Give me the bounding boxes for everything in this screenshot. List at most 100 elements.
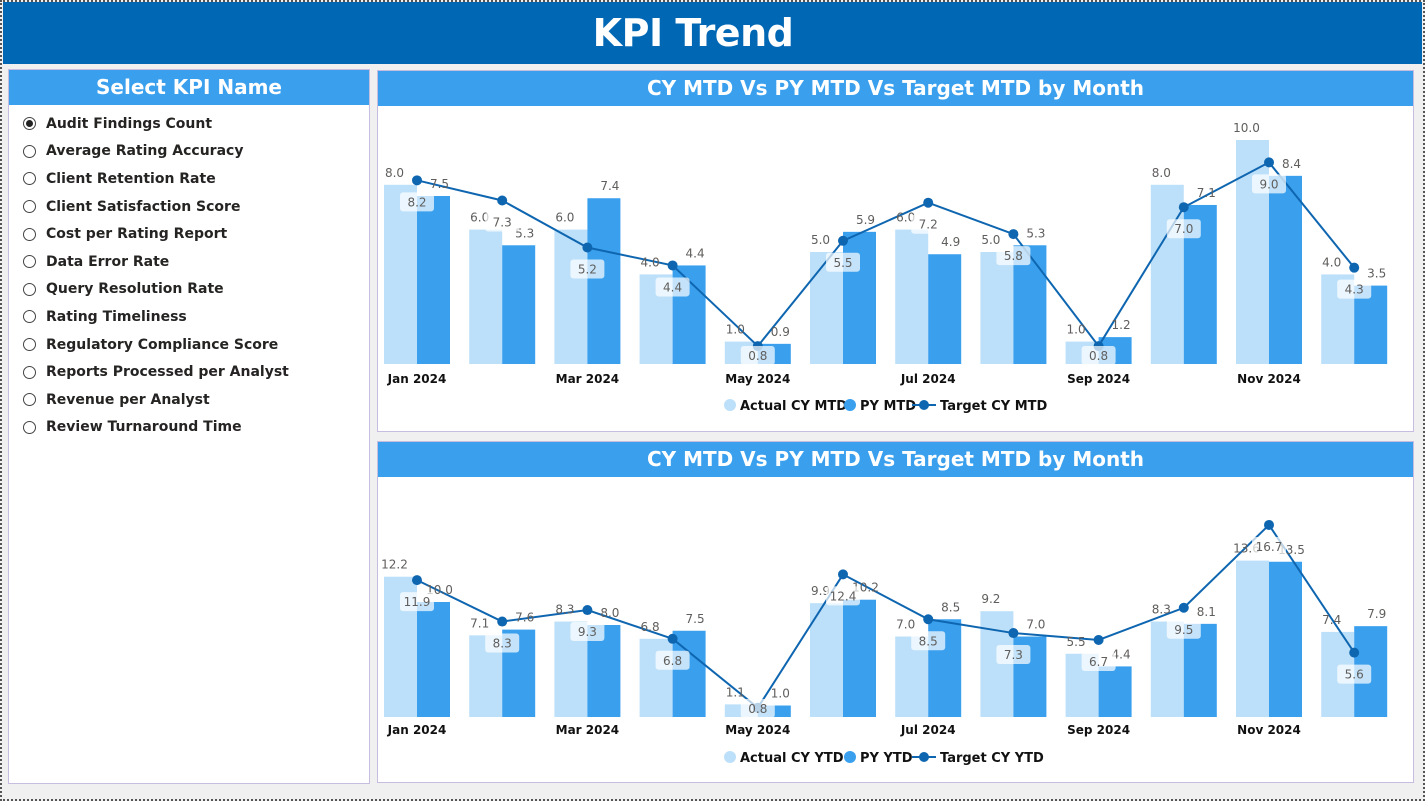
kpi-option[interactable]: Rating Timeliness	[23, 303, 289, 331]
target-point	[497, 616, 508, 627]
py-data-label: 3.5	[1367, 267, 1386, 281]
radio-button-icon[interactable]	[23, 172, 36, 186]
target-label-box	[1252, 174, 1286, 194]
kpi-option-label: Regulatory Compliance Score	[46, 336, 279, 353]
radio-button-icon[interactable]	[23, 255, 36, 269]
x-axis-tick-label: Jul 2024	[900, 723, 956, 737]
py-data-label: 8.0	[600, 606, 619, 620]
radio-button-icon[interactable]	[23, 282, 36, 296]
actual-bar	[1236, 140, 1269, 364]
py-data-label: 7.0	[1026, 618, 1045, 632]
actual-data-label: 1.0	[1067, 323, 1086, 337]
kpi-option[interactable]: Average Rating Accuracy	[23, 138, 289, 166]
target-data-label: 6.7	[1089, 655, 1108, 669]
target-data-label: 5.2	[578, 263, 597, 277]
target-label-box	[655, 277, 690, 297]
radio-button-icon[interactable]	[23, 227, 36, 241]
py-data-label: 8.4	[1282, 157, 1301, 171]
target-point	[923, 197, 934, 208]
kpi-option-label: Query Resolution Rate	[46, 281, 224, 298]
target-data-label: 7.2	[919, 218, 938, 232]
kpi-option[interactable]: Revenue per Analyst	[23, 386, 289, 414]
kpi-option[interactable]: Cost per Rating Report	[23, 220, 289, 248]
kpi-option[interactable]: Reports Processed per Analyst	[23, 358, 289, 386]
target-data-label: 5.8	[1004, 249, 1023, 263]
x-axis-tick-label: Mar 2024	[556, 723, 620, 737]
py-data-label: 7.5	[686, 612, 705, 626]
x-axis-tick-label: Jan 2024	[387, 723, 447, 737]
actual-bar	[895, 229, 929, 364]
target-data-label: 6.8	[663, 654, 682, 668]
target-label-box	[485, 212, 520, 232]
target-label-box	[996, 645, 1031, 665]
kpi-option[interactable]: Audit Findings Count	[23, 110, 289, 138]
target-label-box	[1166, 619, 1201, 639]
legend-actual-icon	[724, 751, 736, 763]
x-axis-tick-label: Jan 2024	[387, 372, 447, 386]
kpi-option[interactable]: Data Error Rate	[23, 248, 289, 276]
x-axis-tick-label: Sep 2024	[1067, 372, 1130, 386]
target-point	[1008, 628, 1019, 639]
actual-data-label: 5.5	[1067, 635, 1086, 649]
actual-data-label: 9.9	[811, 584, 830, 598]
actual-data-label: 8.0	[385, 166, 404, 180]
actual-data-label: 8.3	[1152, 603, 1171, 617]
kpi-option-label: Rating Timeliness	[46, 308, 187, 325]
py-bar	[843, 599, 876, 717]
target-label-box	[400, 592, 434, 612]
kpi-option-label: Client Satisfaction Score	[46, 198, 241, 215]
py-data-label: 7.6	[515, 611, 534, 625]
radio-button-icon[interactable]	[23, 393, 36, 407]
py-data-label: 8.5	[941, 600, 960, 614]
radio-button-icon[interactable]	[23, 310, 36, 324]
actual-data-label: 8.3	[555, 603, 574, 617]
actual-bar	[1150, 184, 1184, 364]
radio-button-icon[interactable]	[23, 420, 36, 434]
actual-data-label: 5.0	[811, 233, 830, 247]
target-label-box	[485, 633, 520, 653]
py-data-label: 1.2	[1112, 318, 1131, 332]
actual-data-label: 10.0	[1233, 121, 1260, 135]
actual-data-label: 4.0	[641, 255, 660, 269]
py-bar	[928, 254, 962, 364]
kpi-option[interactable]: Client Retention Rate	[23, 165, 289, 193]
py-bar	[1098, 666, 1132, 717]
target-label-box	[911, 631, 946, 651]
legend-actual-icon	[724, 399, 736, 411]
target-point	[1093, 634, 1104, 645]
kpi-option-label: Average Rating Accuracy	[46, 143, 244, 160]
target-line	[416, 161, 1355, 348]
target-line	[416, 523, 1356, 710]
target-point	[838, 235, 848, 246]
legend-target-label: Target CY YTD	[940, 751, 1044, 766]
target-label-box	[400, 192, 434, 212]
py-data-label: 4.9	[941, 235, 960, 249]
actual-data-label: 6.0	[555, 211, 574, 225]
legend-actual-label: Actual CY MTD	[740, 399, 847, 414]
kpi-option[interactable]: Query Resolution Rate	[23, 276, 289, 304]
target-data-label: 7.3	[493, 215, 512, 229]
actual-bar	[980, 611, 1014, 717]
radio-button-icon[interactable]	[23, 338, 36, 352]
target-label-box	[570, 622, 605, 642]
radio-button-icon[interactable]	[23, 365, 36, 379]
radio-button-icon[interactable]	[23, 144, 36, 158]
kpi-option[interactable]: Regulatory Compliance Score	[23, 331, 289, 359]
target-data-label: 4.3	[1345, 283, 1364, 297]
kpi-option[interactable]: Review Turnaround Time	[23, 414, 289, 442]
py-bar	[417, 196, 450, 364]
legend-target-label: Target CY MTD	[940, 399, 1048, 414]
actual-data-label: 6.0	[896, 211, 915, 225]
kpi-option-label: Audit Findings Count	[46, 115, 213, 132]
kpi-option[interactable]: Client Satisfaction Score	[23, 193, 289, 221]
actual-bar	[469, 229, 503, 364]
actual-data-label: 4.0	[1322, 255, 1341, 269]
radio-button-icon[interactable]	[23, 200, 36, 214]
actual-bar	[639, 638, 673, 717]
kpi-option-label: Data Error Rate	[46, 253, 170, 270]
target-point	[497, 195, 508, 206]
target-label-box	[1337, 279, 1372, 299]
actual-data-label: 6.8	[641, 620, 660, 634]
radio-button-icon[interactable]	[23, 117, 36, 131]
